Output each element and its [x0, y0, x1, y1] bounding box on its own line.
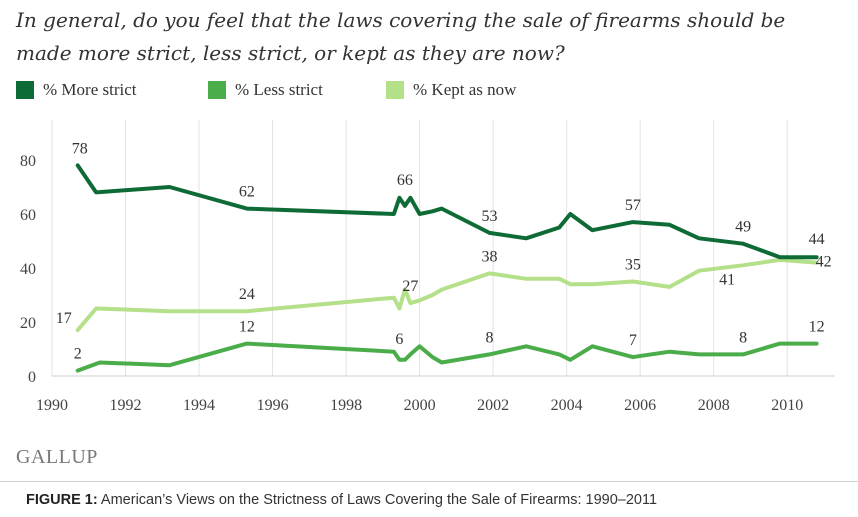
data-label-kept-as-now: 35	[625, 257, 641, 274]
legend-swatch-less-strict	[208, 81, 226, 99]
legend-label-less-strict: % Less strict	[235, 80, 323, 99]
y-tick-label: 0	[28, 369, 36, 386]
data-label-kept-as-now: 17	[56, 310, 72, 327]
x-tick-label: 1990	[36, 397, 68, 414]
data-label-more-strict: 49	[735, 219, 751, 236]
data-label-more-strict: 53	[481, 208, 497, 225]
x-tick-label: 2010	[771, 397, 803, 414]
legend-label-kept-as-now: % Kept as now	[413, 80, 517, 99]
series-line-less-strict	[75, 341, 819, 373]
legend-swatch-kept-as-now	[386, 81, 404, 99]
series-line-more-strict	[75, 163, 819, 260]
data-label-more-strict: 66	[397, 172, 413, 189]
y-tick-label: 20	[20, 315, 36, 332]
x-tick-label: 2002	[477, 397, 509, 414]
data-label-kept-as-now: 24	[239, 286, 255, 303]
x-tick-label: 2004	[551, 397, 583, 414]
data-label-kept-as-now: 27	[402, 278, 418, 295]
data-label-less-strict: 12	[239, 319, 255, 336]
data-label-kept-as-now: 42	[816, 254, 832, 271]
x-tick-label: 1996	[257, 397, 289, 414]
y-tick-label: 40	[20, 261, 36, 278]
data-label-less-strict: 2	[74, 346, 82, 363]
x-tick-label: 1992	[110, 397, 142, 414]
series-line-kept-as-now	[75, 257, 819, 333]
gallup-logo: GALLUP	[16, 446, 98, 468]
y-tick-label: 80	[20, 153, 36, 170]
data-label-kept-as-now: 41	[719, 271, 735, 288]
data-label-more-strict: 57	[625, 197, 641, 214]
line-chart: 0 20 40 60 80 1990 1992 1994 1996 1998 2000 2002 200…	[20, 120, 835, 414]
data-label-less-strict: 8	[485, 329, 493, 346]
figure-caption-text: American’s Views on the Strictness of La…	[97, 492, 658, 508]
x-tick-label: 2008	[698, 397, 730, 414]
data-label-more-strict: 78	[72, 140, 88, 157]
x-tick-label: 1998	[330, 397, 362, 414]
data-label-less-strict: 6	[395, 331, 403, 348]
y-tick-label: 60	[20, 207, 36, 224]
data-label-more-strict: 62	[239, 184, 255, 201]
figure-caption-label: FIGURE 1:	[26, 492, 98, 508]
legend-item-more-strict: % More strict	[16, 80, 136, 100]
data-label-less-strict: 8	[739, 329, 747, 346]
x-tick-label: 1994	[183, 397, 215, 414]
data-label-more-strict: 44	[809, 231, 825, 248]
caption-divider	[0, 481, 858, 482]
x-tick-label: 2006	[624, 397, 656, 414]
data-label-kept-as-now: 38	[481, 248, 497, 265]
x-tick-label: 2000	[404, 397, 436, 414]
figure-caption: FIGURE 1: American’s Views on the Strict…	[26, 492, 657, 508]
data-label-less-strict: 7	[629, 332, 637, 349]
data-label-less-strict: 12	[809, 319, 825, 336]
legend-item-kept-as-now: % Kept as now	[386, 80, 516, 100]
legend-swatch-more-strict	[16, 81, 34, 99]
legend-item-less-strict: % Less strict	[208, 80, 323, 100]
legend-label-more-strict: % More strict	[43, 80, 137, 99]
chart-title: In general, do you feel that the laws co…	[16, 8, 786, 65]
